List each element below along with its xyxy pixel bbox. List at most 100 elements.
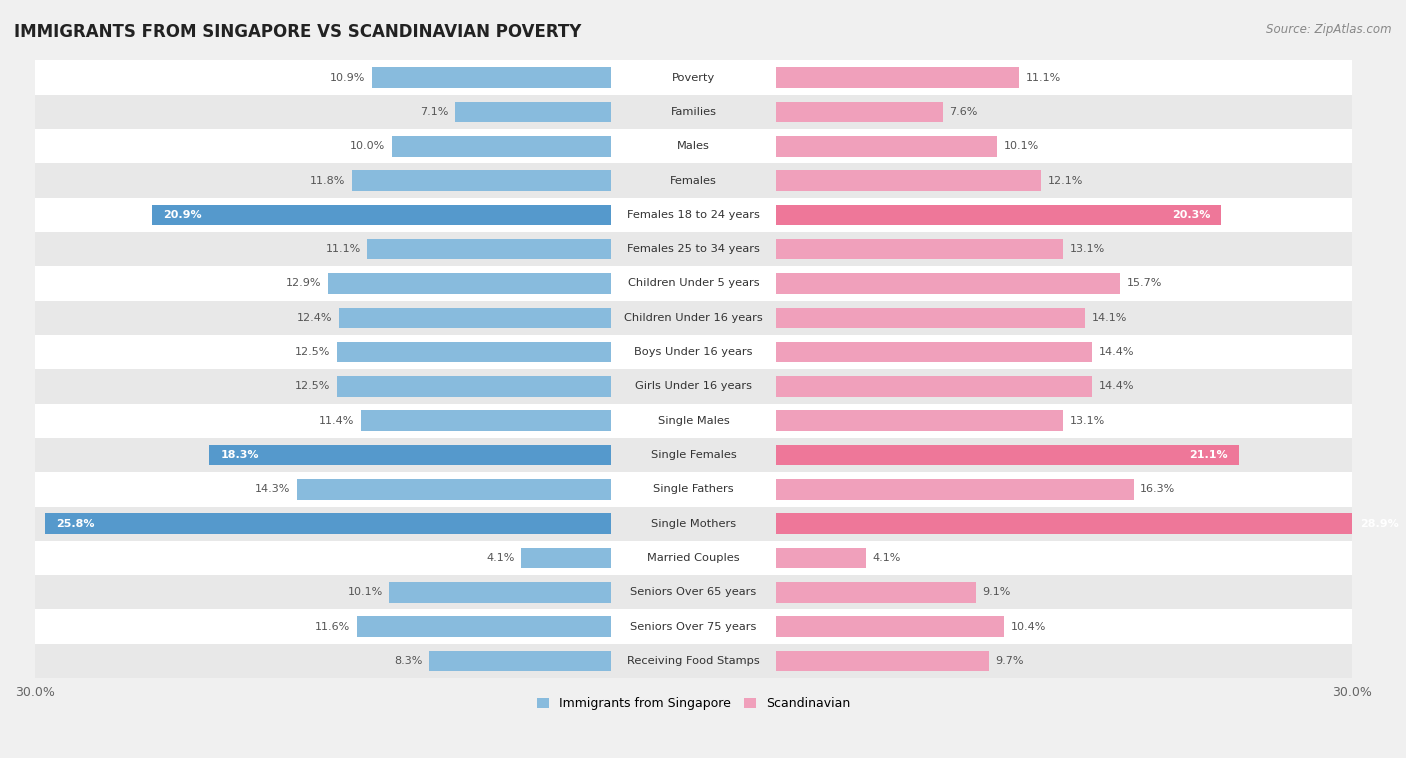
Bar: [35, 609, 1353, 644]
Bar: [776, 308, 1085, 328]
Bar: [35, 369, 1353, 403]
Text: Seniors Over 65 years: Seniors Over 65 years: [630, 587, 756, 597]
Bar: [776, 479, 1133, 500]
Text: 10.0%: 10.0%: [350, 141, 385, 152]
Text: 11.6%: 11.6%: [315, 622, 350, 631]
Text: 12.5%: 12.5%: [295, 381, 330, 391]
Bar: [776, 102, 942, 122]
Text: 11.8%: 11.8%: [311, 176, 346, 186]
Text: 10.9%: 10.9%: [330, 73, 366, 83]
Bar: [209, 445, 612, 465]
Bar: [45, 513, 612, 534]
Text: Females 18 to 24 years: Females 18 to 24 years: [627, 210, 759, 220]
Text: IMMIGRANTS FROM SINGAPORE VS SCANDINAVIAN POVERTY: IMMIGRANTS FROM SINGAPORE VS SCANDINAVIA…: [14, 23, 582, 41]
Bar: [35, 575, 1353, 609]
Text: 11.1%: 11.1%: [1026, 73, 1062, 83]
Bar: [352, 171, 612, 191]
Bar: [35, 301, 1353, 335]
Text: Single Females: Single Females: [651, 450, 737, 460]
Text: 14.3%: 14.3%: [256, 484, 291, 494]
Text: 7.1%: 7.1%: [420, 107, 449, 117]
Bar: [339, 308, 612, 328]
Bar: [429, 650, 612, 672]
Bar: [361, 410, 612, 431]
Bar: [456, 102, 612, 122]
Text: 12.4%: 12.4%: [297, 313, 332, 323]
Bar: [35, 198, 1353, 232]
Bar: [35, 129, 1353, 164]
Bar: [35, 335, 1353, 369]
Text: 15.7%: 15.7%: [1128, 278, 1163, 289]
Text: Seniors Over 75 years: Seniors Over 75 years: [630, 622, 756, 631]
Text: 7.6%: 7.6%: [949, 107, 977, 117]
Bar: [522, 548, 612, 568]
Text: Single Mothers: Single Mothers: [651, 518, 735, 528]
Bar: [776, 342, 1092, 362]
Bar: [35, 403, 1353, 438]
Bar: [35, 540, 1353, 575]
Text: Boys Under 16 years: Boys Under 16 years: [634, 347, 752, 357]
Text: Receiving Food Stamps: Receiving Food Stamps: [627, 656, 759, 666]
Legend: Immigrants from Singapore, Scandinavian: Immigrants from Singapore, Scandinavian: [531, 692, 855, 715]
Text: 11.4%: 11.4%: [319, 415, 354, 426]
Text: Males: Males: [678, 141, 710, 152]
Bar: [367, 239, 612, 259]
Bar: [776, 548, 866, 568]
Text: Single Males: Single Males: [658, 415, 730, 426]
Text: Females: Females: [671, 176, 717, 186]
Text: 13.1%: 13.1%: [1070, 244, 1105, 254]
Bar: [152, 205, 612, 225]
Bar: [35, 266, 1353, 301]
Bar: [776, 582, 976, 603]
Text: 20.3%: 20.3%: [1173, 210, 1211, 220]
Text: 4.1%: 4.1%: [872, 553, 901, 563]
Text: Families: Families: [671, 107, 717, 117]
Bar: [357, 616, 612, 637]
Bar: [337, 376, 612, 396]
Text: 10.1%: 10.1%: [347, 587, 382, 597]
Bar: [776, 273, 1121, 294]
Text: Single Fathers: Single Fathers: [654, 484, 734, 494]
Bar: [297, 479, 612, 500]
Text: 11.1%: 11.1%: [326, 244, 361, 254]
Bar: [328, 273, 612, 294]
Text: 10.4%: 10.4%: [1011, 622, 1046, 631]
Bar: [35, 61, 1353, 95]
Bar: [35, 472, 1353, 506]
Bar: [776, 239, 1063, 259]
Bar: [776, 171, 1042, 191]
Text: 16.3%: 16.3%: [1140, 484, 1175, 494]
Text: Poverty: Poverty: [672, 73, 716, 83]
Text: 13.1%: 13.1%: [1070, 415, 1105, 426]
Bar: [35, 164, 1353, 198]
Bar: [392, 136, 612, 157]
Bar: [776, 136, 997, 157]
Text: 18.3%: 18.3%: [221, 450, 259, 460]
Text: 8.3%: 8.3%: [394, 656, 422, 666]
Bar: [371, 67, 612, 88]
Bar: [776, 445, 1239, 465]
Text: 21.1%: 21.1%: [1189, 450, 1227, 460]
Bar: [35, 95, 1353, 129]
Text: Girls Under 16 years: Girls Under 16 years: [636, 381, 752, 391]
Bar: [35, 232, 1353, 266]
Text: Married Couples: Married Couples: [647, 553, 740, 563]
Bar: [776, 650, 988, 672]
Text: 9.7%: 9.7%: [995, 656, 1024, 666]
Text: 14.1%: 14.1%: [1092, 313, 1128, 323]
Bar: [776, 205, 1222, 225]
Bar: [35, 438, 1353, 472]
Text: 20.9%: 20.9%: [163, 210, 202, 220]
Text: 14.4%: 14.4%: [1098, 347, 1133, 357]
Text: 4.1%: 4.1%: [486, 553, 515, 563]
Text: 12.9%: 12.9%: [285, 278, 322, 289]
Text: 9.1%: 9.1%: [983, 587, 1011, 597]
Text: 12.5%: 12.5%: [295, 347, 330, 357]
Text: 28.9%: 28.9%: [1361, 518, 1399, 528]
Bar: [776, 616, 1004, 637]
Text: Children Under 16 years: Children Under 16 years: [624, 313, 763, 323]
Bar: [776, 513, 1406, 534]
Text: Females 25 to 34 years: Females 25 to 34 years: [627, 244, 759, 254]
Bar: [776, 67, 1019, 88]
Bar: [35, 644, 1353, 678]
